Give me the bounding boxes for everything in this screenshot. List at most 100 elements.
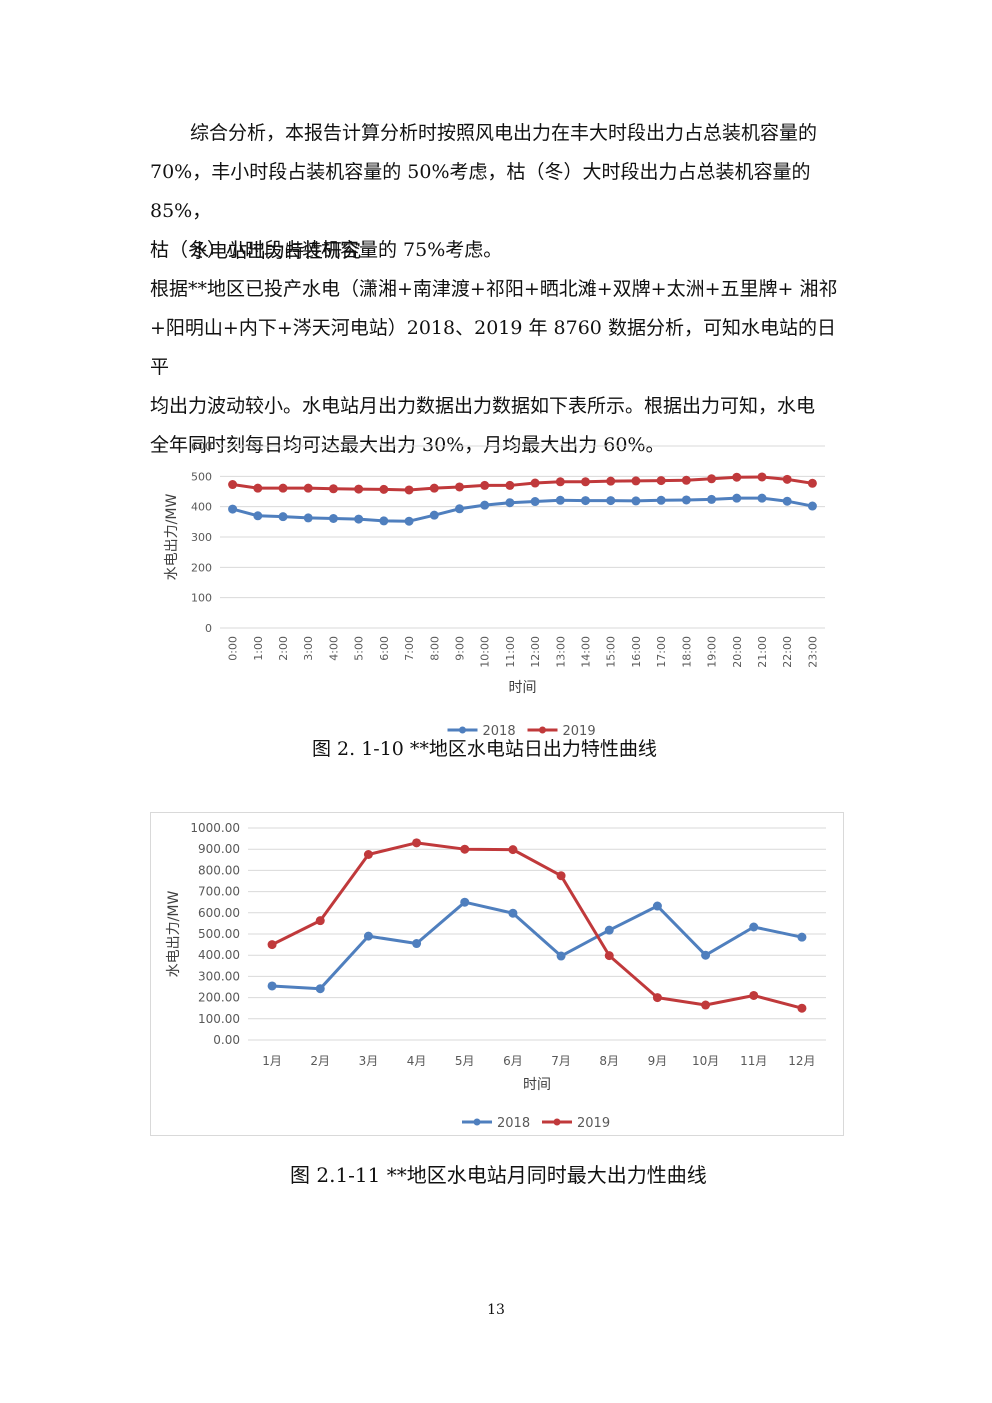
series-2018-point: [797, 932, 807, 942]
series-2018-point: [581, 496, 591, 506]
series-2018-point: [460, 897, 470, 907]
paragraph-line: 枯（冬）小时段占装机容量的 75%考虑。: [150, 239, 503, 261]
series-2018-point: [732, 493, 742, 503]
series-2018-line: [271, 900, 803, 991]
series-2019-point: [228, 480, 238, 490]
x-tick-label: 7月: [551, 1054, 571, 1068]
x-tick-label: 8:00: [428, 636, 441, 661]
section-heading: 水电站出力特性研究: [190, 240, 362, 262]
series-2019-point: [701, 1000, 711, 1010]
paragraph-line: 均出力波动较小。水电站月出力数据出力数据如下表所示。根据出力可知，水电: [150, 395, 816, 417]
monthly-output-chart-svg: 0.00 100.00 200.00 300.00 400.00 500.00 600.00…: [150, 812, 844, 1136]
x-tick-label: 22:00: [781, 636, 794, 668]
y-tick-label: 500: [191, 470, 212, 483]
y-tick-label: 400: [191, 501, 212, 514]
series-2019-point: [454, 482, 464, 492]
series-2019-point: [505, 480, 515, 490]
series-2019-point: [555, 477, 565, 487]
x-tick-label: 11:00: [504, 636, 517, 668]
series-2019-point: [530, 478, 540, 488]
series-2019-point: [267, 940, 277, 950]
figure-caption-monthly: 图 2.1-11 **地区水电站月同时最大出力性曲线: [290, 1163, 707, 1187]
series-2018-point: [508, 908, 518, 918]
series-2019-point: [581, 477, 591, 487]
series-2019-point: [757, 472, 767, 482]
paragraph-line: 全年同时刻每日均可达最大出力 30%，月均最大出力 60%。: [150, 434, 665, 456]
x-tick-label: 11月: [740, 1054, 767, 1068]
y-tick-label: 100.00: [198, 1012, 240, 1026]
x-tick-label: 17:00: [655, 636, 668, 668]
series-2018-point: [606, 496, 616, 506]
x-tick-label: 5月: [455, 1054, 475, 1068]
x-tick-label: 10:00: [479, 636, 492, 668]
legend-marker: [473, 1118, 481, 1126]
series-2019-line: [232, 475, 813, 492]
series-2018-point: [454, 504, 464, 514]
legend-marker: [539, 726, 546, 734]
series-2018-point: [267, 981, 277, 991]
y-axis-title: 水电出力/MW: [166, 891, 182, 978]
series-2018-point: [404, 516, 414, 526]
x-tick-label: 12:00: [529, 636, 542, 668]
x-tick-label: 13:00: [554, 636, 567, 668]
series-2019-point: [460, 844, 470, 854]
series-2019-point: [556, 871, 566, 881]
y-tick-label: 200.00: [198, 991, 240, 1005]
series-2018-point: [556, 951, 566, 961]
y-tick-label: 900.00: [198, 842, 240, 856]
series-2019-point: [363, 850, 373, 859]
series-2019-point: [379, 484, 389, 494]
x-tick-label: 9月: [648, 1054, 668, 1068]
series-2019-point: [253, 483, 263, 493]
series-2018-point: [228, 504, 238, 514]
series-2018-point: [530, 497, 540, 507]
x-tick-label: 21:00: [756, 636, 769, 668]
y-tick-label: 600.00: [198, 906, 240, 920]
legend-marker: [459, 726, 466, 734]
x-tick-label: 10月: [692, 1054, 719, 1068]
x-tick-label: 1:00: [252, 636, 265, 661]
series-2018-point: [631, 496, 641, 506]
series-2018-line: [232, 496, 813, 523]
y-tick-label: 800.00: [198, 863, 240, 877]
series-2019-point: [412, 838, 422, 848]
analysis-paragraph: 根据**地区已投产水电（潇湘+南津渡+祁阳+晒北滩+双牌+太洲+五里牌+ 湘祁 …: [150, 270, 850, 465]
series-2018-point: [363, 931, 373, 941]
series-2019-point: [807, 478, 817, 488]
series-2018-point: [354, 514, 364, 524]
series-2018-point: [681, 495, 691, 505]
monthly-output-chart: 0.00 100.00 200.00 300.00 400.00 500.00 600.00…: [150, 812, 844, 1136]
x-tick-label: 12月: [788, 1054, 815, 1068]
series-2019-point: [681, 475, 691, 485]
series-2019-point: [749, 990, 759, 1000]
y-axis-title: 水电出力/MW: [164, 494, 180, 581]
paragraph-line: 70%，丰小时段占装机容量的 50%考虑，枯（冬）大时段出力占总装机容量的 85…: [150, 161, 811, 222]
x-tick-label: 7:00: [403, 636, 416, 661]
series-2018-point: [505, 498, 515, 508]
series-2019-point: [278, 483, 288, 493]
series-2019-point: [328, 484, 338, 494]
x-tick-label: 23:00: [806, 636, 819, 668]
series-2018-point: [807, 501, 817, 511]
x-tick-label: 8月: [599, 1054, 619, 1068]
legend-label: 2018: [483, 724, 516, 739]
series-2019-point: [797, 1003, 807, 1013]
series-2018-point: [652, 901, 662, 911]
series-2019-point: [404, 485, 414, 495]
legend-label: 2019: [577, 1116, 610, 1131]
x-tick-label: 3月: [359, 1054, 379, 1068]
series-2019-point: [782, 474, 792, 484]
y-tick-label: 300.00: [198, 969, 240, 983]
series-2019-point: [707, 474, 717, 484]
series-2019-point: [732, 472, 742, 482]
series-2018-point: [656, 495, 666, 505]
x-tick-label: 5:00: [353, 636, 366, 661]
x-tick-label: 6月: [503, 1054, 523, 1068]
x-axis-title: 时间: [523, 1077, 551, 1093]
x-tick-label: 20:00: [731, 636, 744, 668]
x-tick-label: 3:00: [302, 636, 315, 661]
series-2019-point: [315, 916, 325, 926]
x-tick-label: 9:00: [453, 636, 466, 661]
page-number: 13: [487, 1302, 505, 1318]
y-tick-label: 0: [205, 622, 212, 635]
